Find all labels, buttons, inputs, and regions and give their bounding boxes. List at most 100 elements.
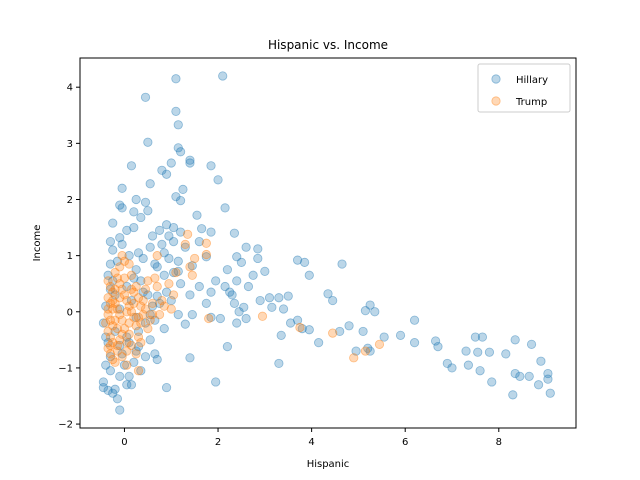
point-trump [360, 346, 371, 356]
point-hillary [154, 225, 165, 235]
point-hillary [358, 326, 368, 337]
point-hillary [543, 368, 553, 379]
point-hillary [98, 377, 109, 387]
point-hillary [360, 306, 371, 316]
point-hillary [335, 326, 345, 337]
point-trump [122, 295, 132, 306]
point-hillary [370, 307, 380, 317]
point-hillary [185, 353, 195, 363]
point-hillary [176, 147, 186, 157]
point-hillary [140, 197, 151, 207]
point-trump [112, 324, 123, 334]
point-hillary [351, 346, 361, 356]
point-hillary [484, 347, 495, 357]
point-hillary [157, 165, 167, 175]
point-hillary [533, 380, 544, 390]
point-hillary [122, 332, 132, 342]
point-trump [152, 251, 162, 261]
point-trump [154, 309, 165, 320]
point-trump [126, 307, 137, 317]
point-hillary [344, 321, 354, 331]
point-hillary [131, 346, 141, 356]
point-trump [108, 321, 118, 331]
point-hillary [145, 179, 155, 189]
point-hillary [409, 315, 420, 325]
point-trump [117, 352, 127, 362]
point-trump [105, 340, 116, 351]
point-hillary [150, 349, 160, 359]
point-hillary [101, 360, 111, 370]
point-hillary [168, 237, 179, 247]
point-hillary [101, 332, 111, 342]
point-hillary [173, 309, 183, 320]
point-trump [112, 346, 123, 356]
point-hillary [194, 281, 204, 292]
point-trump [103, 304, 113, 314]
point-hillary [442, 358, 452, 369]
point-hillary [122, 225, 132, 235]
point-hillary [395, 330, 406, 340]
point-hillary [328, 295, 338, 306]
point-hillary [536, 356, 546, 366]
x-axis-ticks: 0 2 4 6 8 [121, 428, 502, 448]
y-axis-label: Income [32, 225, 43, 262]
point-trump [117, 251, 127, 261]
point-hillary [220, 281, 230, 292]
point-trump [105, 332, 116, 342]
point-hillary [103, 338, 113, 348]
point-hillary [124, 371, 134, 381]
point-hillary [133, 248, 144, 258]
point-hillary [211, 276, 221, 286]
point-hillary [477, 332, 488, 342]
point-trump [133, 366, 144, 376]
point-trump [138, 309, 148, 320]
point-hillary [243, 281, 254, 292]
point-hillary [248, 270, 258, 280]
point-hillary [164, 231, 174, 241]
point-hillary [487, 377, 497, 387]
point-hillary [229, 228, 240, 238]
point-trump [126, 270, 137, 280]
point-hillary [112, 394, 123, 404]
point-hillary [173, 120, 183, 130]
point-hillary [185, 158, 195, 168]
point-hillary [365, 300, 375, 310]
point-trump [133, 332, 144, 342]
point-hillary [129, 273, 139, 283]
point-hillary [267, 302, 277, 312]
point-hillary [98, 382, 109, 393]
point-hillary [232, 252, 242, 262]
point-hillary [292, 255, 303, 265]
point-hillary [126, 380, 137, 390]
point-trump [112, 273, 123, 283]
point-hillary [201, 298, 211, 308]
point-trump [328, 328, 338, 338]
point-trump [140, 304, 151, 314]
point-hillary [166, 158, 176, 168]
y-tick-label: 3 [67, 139, 73, 150]
point-hillary [136, 212, 146, 223]
point-trump [122, 346, 132, 356]
point-hillary [510, 335, 520, 345]
point-hillary [105, 366, 116, 376]
point-hillary [253, 244, 263, 254]
point-hillary [470, 332, 480, 342]
point-trump [117, 329, 127, 339]
point-trump [119, 256, 130, 266]
point-hillary [122, 281, 132, 292]
point-trump [129, 287, 139, 297]
point-hillary [138, 287, 148, 297]
point-hillary [108, 388, 118, 398]
point-hillary [253, 253, 263, 264]
point-trump [105, 315, 116, 325]
legend-label-trump: Trump [515, 97, 547, 108]
point-hillary [117, 183, 127, 193]
point-trump [122, 360, 132, 370]
point-hillary [150, 315, 160, 325]
point-hillary [255, 295, 265, 306]
point-hillary [105, 259, 116, 269]
legend-marker-hillary [491, 74, 501, 84]
point-hillary [337, 259, 347, 269]
point-hillary [475, 366, 485, 376]
